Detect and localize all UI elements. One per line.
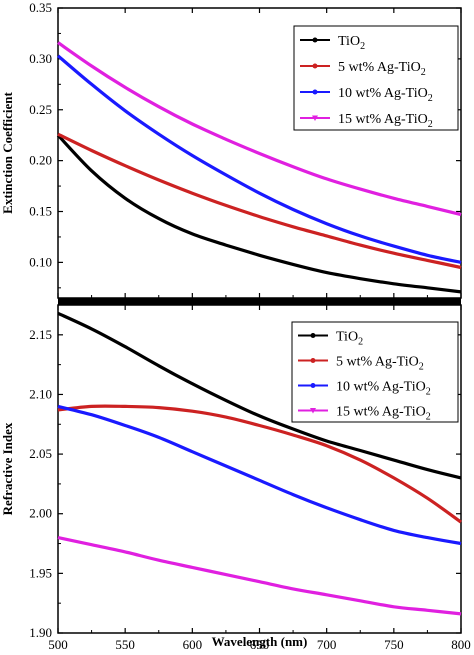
panel-separator (58, 298, 461, 305)
legend-label-base: 10 wt% Ag-TiO (338, 86, 428, 101)
y-tick-label: 0.15 (29, 204, 52, 219)
series-line (57, 404, 462, 546)
legend-marker (312, 89, 318, 95)
legend-label-subscript: 2 (360, 41, 365, 52)
legend-marker (312, 115, 318, 121)
y-tick-label: 2.15 (29, 327, 52, 342)
x-tick-label: 800 (451, 637, 471, 650)
legend-label: TiO2 (338, 34, 365, 52)
legend-label: TiO2 (336, 330, 363, 348)
legend-label: 15 wt% Ag-TiO2 (338, 112, 433, 130)
legend-label-subscript: 2 (358, 337, 363, 348)
legend-label-subscript: 2 (428, 119, 433, 130)
y-tick-label: 1.90 (29, 625, 52, 640)
y-tick-label: 0.20 (29, 153, 52, 168)
y-tick-label: 1.95 (29, 565, 52, 580)
legend-label-subscript: 2 (426, 412, 431, 423)
series-line (56, 134, 462, 294)
legend-label-subscript: 2 (419, 362, 424, 373)
panel-0: 0.10 0.15 0.20 0.25 0.30 0.35 Extinction Coeff… (0, 0, 462, 299)
legend-label: 5 wt% Ag-TiO2 (336, 355, 424, 373)
series-line (57, 536, 462, 616)
x-tick-label: 750 (384, 637, 404, 650)
legend-label: 15 wt% Ag-TiO2 (336, 405, 431, 423)
y-tick-label: 2.05 (29, 446, 52, 461)
series-line (57, 132, 462, 270)
legend-label-base: TiO (338, 34, 360, 49)
y-tick-label: 0.30 (29, 51, 52, 66)
legend-label-base: TiO (336, 330, 358, 345)
panel-1: 1.90 1.95 2.00 2.05 2.10 2.15 500 550 600 650 700 7… (0, 304, 471, 652)
legend-box (293, 25, 459, 131)
legend-label-base: 10 wt% Ag-TiO (336, 380, 426, 395)
legend-label-subscript: 2 (426, 387, 431, 398)
series-line (57, 311, 462, 480)
x-tick-label: 500 (48, 637, 68, 650)
legend-label: 10 wt% Ag-TiO2 (338, 86, 433, 104)
y-tick-label: 2.10 (29, 386, 52, 401)
y-tick-label: 0.10 (29, 254, 52, 269)
series-line (57, 404, 462, 524)
y-tick-label: 2.00 (29, 506, 52, 521)
legend-label: 10 wt% Ag-TiO2 (336, 380, 431, 398)
legend-label-base: 5 wt% Ag-TiO (338, 60, 421, 75)
x-axis-title: Wavelength (nm) (212, 634, 308, 649)
legend-marker (310, 358, 316, 363)
x-tick-label: 650 (250, 637, 270, 650)
y-tick-label: 0.35 (29, 0, 52, 15)
y-axis-title: Extinction Coefficient (0, 91, 15, 213)
legend-label: 5 wt% Ag-TiO2 (338, 60, 426, 78)
legend-label-base: 15 wt% Ag-TiO (336, 405, 426, 420)
legend-marker (312, 37, 318, 43)
legend-label-subscript: 2 (428, 93, 433, 104)
y-axis-title: Refractive Index (0, 422, 15, 515)
x-tick-label: 700 (317, 637, 337, 650)
legend-marker (310, 333, 316, 338)
x-tick-label: 550 (115, 637, 135, 650)
legend-label-subscript: 2 (421, 67, 426, 78)
x-tick-label: 600 (183, 637, 203, 650)
legend-box (291, 321, 459, 423)
legend-marker (310, 408, 316, 414)
legend-label-base: 5 wt% Ag-TiO (336, 355, 419, 370)
legend-label-base: 15 wt% Ag-TiO (338, 112, 428, 127)
legend-marker (310, 383, 316, 388)
legend-marker (312, 63, 318, 69)
series-line (56, 54, 462, 264)
y-tick-label: 0.25 (29, 102, 52, 117)
series-line (57, 41, 462, 217)
